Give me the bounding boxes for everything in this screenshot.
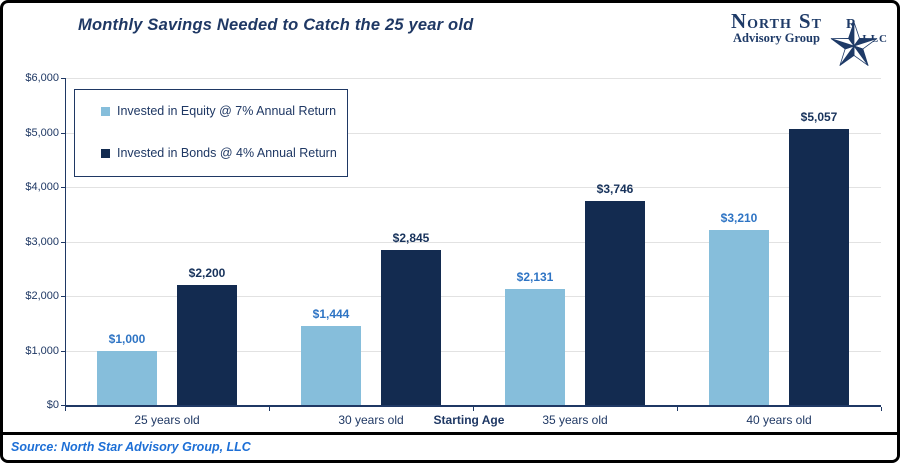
bonds-bar xyxy=(585,200,645,405)
equity-bar xyxy=(505,288,565,405)
y-axis-tick-label: $3,000 xyxy=(25,235,59,248)
logo-letter: ORTH xyxy=(747,17,792,32)
north-star-logo-star-icon xyxy=(830,21,878,66)
bonds-bar xyxy=(381,249,441,405)
bar-value-label: $1,000 xyxy=(108,331,146,346)
equity-series-swatch-icon xyxy=(101,106,110,116)
logo-subtitle: Advisory Group xyxy=(733,31,820,45)
equity-bar xyxy=(709,230,769,405)
legend-label-equity: Invested in Equity @ 7% Annual Return xyxy=(117,104,337,118)
legend-entry-bonds: Invested in Bonds @ 4% Annual Return xyxy=(101,146,347,160)
y-gridline xyxy=(65,296,881,297)
equity-bar xyxy=(97,350,157,405)
x-axis-category-label: 40 years old xyxy=(746,413,812,427)
bar-value-label: $2,845 xyxy=(392,230,430,245)
x-axis-category-label: 35 years old xyxy=(542,413,608,427)
north-star-logo: NORTH ST R Advisory Group LLC xyxy=(731,7,891,77)
y-gridline xyxy=(65,241,881,243)
x-axis-category-label: 25 years old xyxy=(134,413,200,427)
y-axis-tick-label: $6,000 xyxy=(25,72,59,84)
y-axis-tick-mark xyxy=(61,405,65,406)
bar-value-label: $2,200 xyxy=(188,266,226,281)
y-gridline xyxy=(65,78,881,79)
x-axis-tick-mark xyxy=(269,407,270,411)
bonds-series-swatch-icon xyxy=(101,148,110,158)
equity-bar xyxy=(301,326,361,405)
x-axis-tick-mark xyxy=(677,407,678,411)
bar-value-label: $2,131 xyxy=(516,269,554,284)
logo-letter: S xyxy=(798,9,812,33)
y-axis-tick-mark xyxy=(61,241,65,243)
bar-value-label: $5,057 xyxy=(800,110,838,125)
y-axis-tick-label: $0 xyxy=(46,399,59,411)
y-axis-line xyxy=(65,78,66,405)
y-axis-tick-mark xyxy=(61,78,65,79)
x-axis-category-label: 30 years old xyxy=(338,413,404,427)
y-axis-tick-label: $5,000 xyxy=(25,126,59,139)
logo-letter: N xyxy=(731,9,748,33)
y-axis-tick-mark xyxy=(61,132,65,134)
bar-value-label: $3,210 xyxy=(720,211,758,226)
x-axis-line xyxy=(65,405,881,407)
y-axis-tick-mark xyxy=(61,350,65,352)
y-gridline xyxy=(65,187,881,188)
legend-label-bonds: Invested in Bonds @ 4% Annual Return xyxy=(117,146,337,160)
logo-letter: R xyxy=(845,17,858,32)
x-axis-tick-mark xyxy=(881,407,882,411)
y-axis-tick-mark xyxy=(61,187,65,188)
y-axis-tick-mark xyxy=(61,296,65,297)
bonds-bar xyxy=(177,285,237,405)
y-gridline xyxy=(65,132,881,134)
x-axis-tick-mark xyxy=(473,407,474,411)
chart-title: Monthly Savings Needed to Catch the 25 y… xyxy=(78,16,474,34)
y-axis-tick-label: $1,000 xyxy=(25,344,59,357)
y-axis-tick-label: $4,000 xyxy=(25,181,59,193)
chart-legend: Invested in Equity @ 7% Annual Return In… xyxy=(74,89,348,177)
bar-value-label: $1,444 xyxy=(312,307,350,322)
y-axis-tick-label: $2,000 xyxy=(25,290,59,302)
bonds-bar xyxy=(789,129,849,405)
x-axis-tick-mark xyxy=(65,407,66,411)
legend-entry-equity: Invested in Equity @ 7% Annual Return xyxy=(101,104,347,118)
source-credit: Source: North Star Advisory Group, LLC xyxy=(3,432,897,460)
y-gridline xyxy=(65,350,881,352)
logo-letter: T xyxy=(811,17,822,32)
logo-wordmark: NORTH ST R xyxy=(731,9,891,34)
bar-value-label: $3,746 xyxy=(596,181,634,196)
x-axis-title: Starting Age xyxy=(433,413,505,427)
